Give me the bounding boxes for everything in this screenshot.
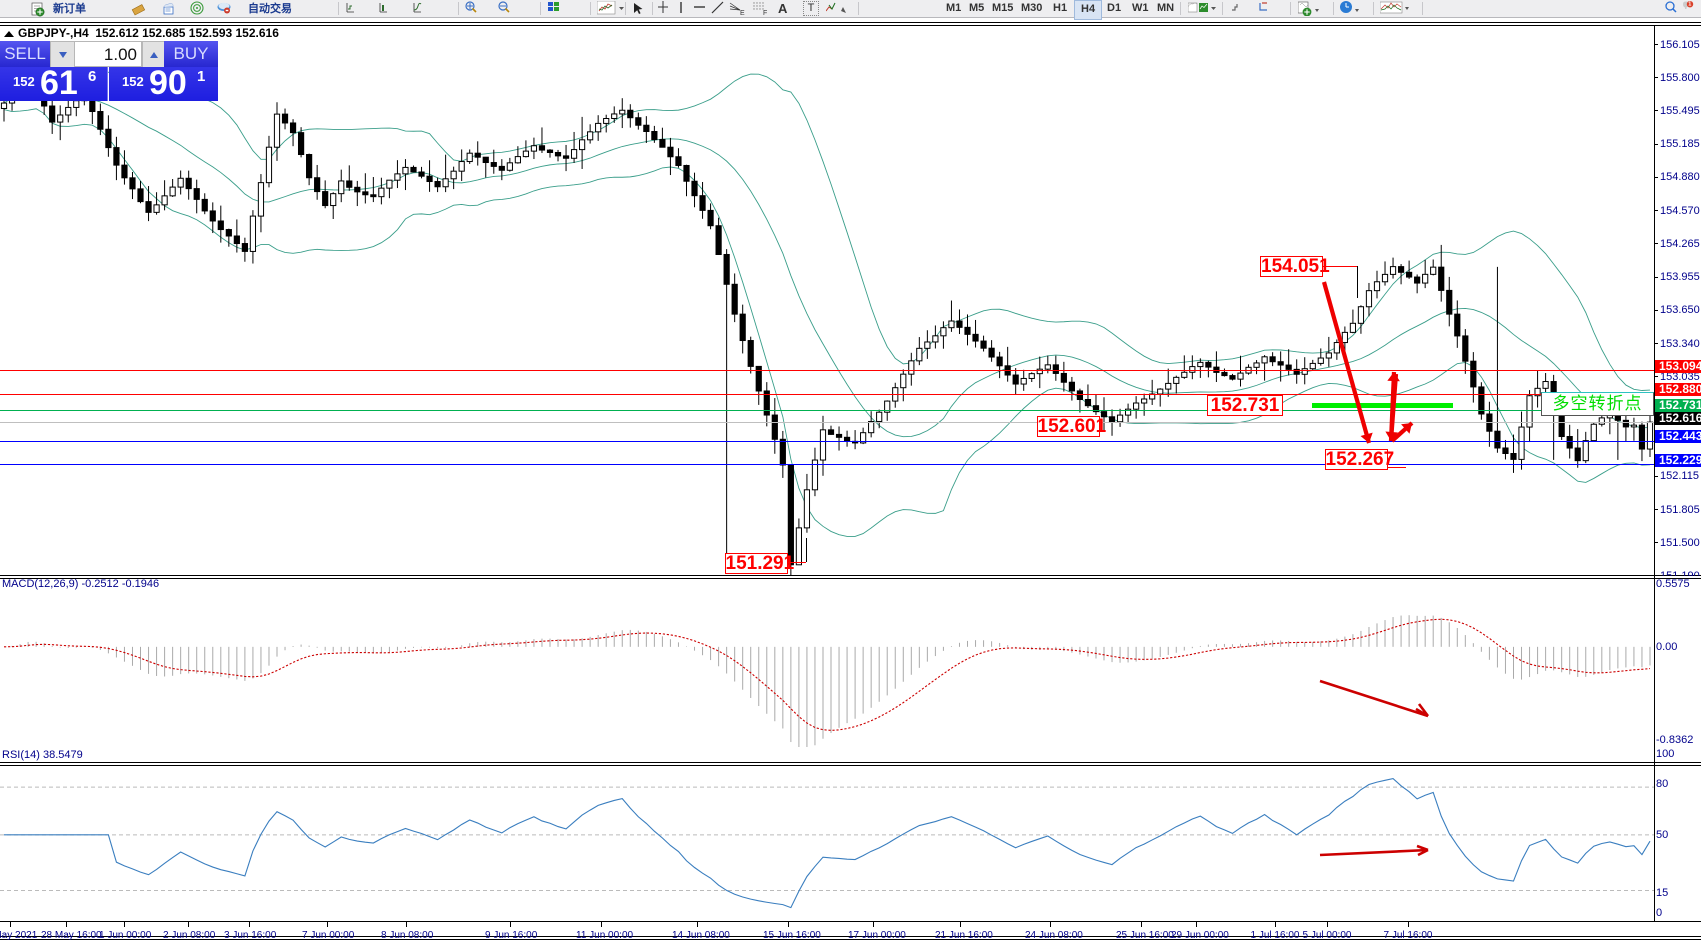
svg-text:新订单: 新订单 <box>53 1 86 15</box>
svg-text:自动交易: 自动交易 <box>248 1 292 15</box>
svg-text:E: E <box>740 10 745 16</box>
svg-text:1: 1 <box>1688 2 1691 8</box>
svg-text:F: F <box>763 10 767 17</box>
